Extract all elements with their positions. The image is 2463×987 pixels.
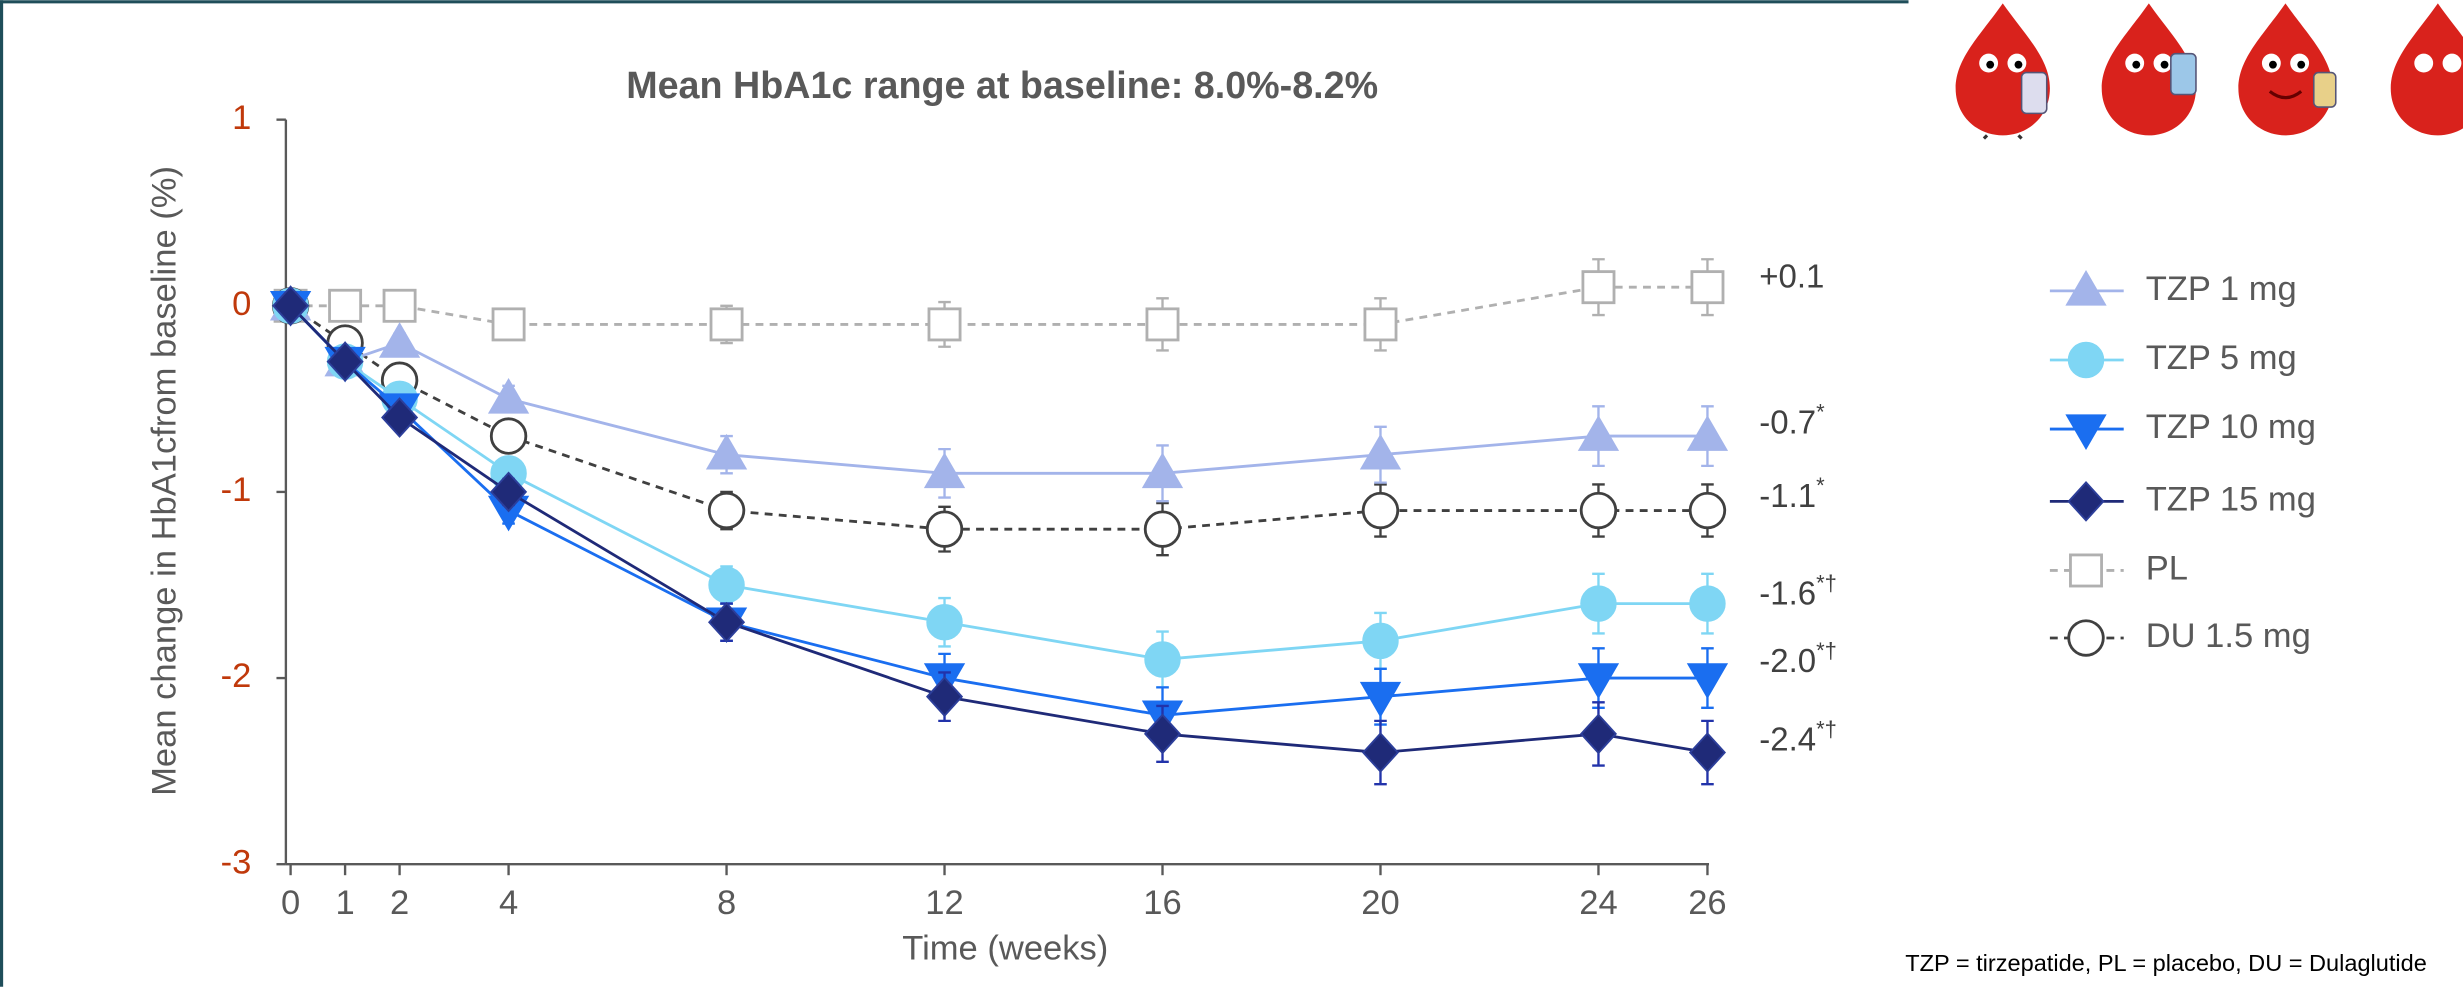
marker <box>1365 309 1396 340</box>
marker <box>490 380 528 413</box>
legend-label: PL <box>2146 550 2188 588</box>
y-tick-label: -2 <box>221 657 252 695</box>
marker <box>709 493 744 528</box>
marker <box>384 290 415 321</box>
legend-label: TZP 1 mg <box>2146 270 2297 308</box>
legend-marker <box>2069 621 2104 656</box>
marker <box>929 309 960 340</box>
marker <box>1147 309 1178 340</box>
series <box>272 287 1727 501</box>
annotation-superscript: * <box>1816 473 1825 498</box>
footnote: TZP = tirzepatide, PL = placebo, DU = Du… <box>1905 950 2427 976</box>
x-tick-label: 12 <box>925 884 963 922</box>
legend-marker <box>2070 555 2101 586</box>
marker <box>1579 664 1617 697</box>
marker <box>381 324 419 357</box>
marker <box>493 309 524 340</box>
marker <box>1690 586 1725 621</box>
marker <box>1581 493 1616 528</box>
x-tick-label: 8 <box>717 884 736 922</box>
chart-title: Mean HbA1c range at baseline: 8.0%-8.2% <box>626 64 1378 106</box>
marker <box>1581 715 1616 753</box>
marker <box>1688 664 1726 697</box>
marker <box>709 568 744 603</box>
end-annotation: -2.0*† <box>1759 638 1837 679</box>
marker <box>927 605 962 640</box>
annotation-value: -1.1 <box>1759 477 1816 514</box>
marker <box>1692 272 1723 303</box>
marker <box>1581 586 1616 621</box>
annotation-superscript: * <box>1816 399 1825 424</box>
annotation-value: -1.6 <box>1759 574 1816 611</box>
legend-label: TZP 10 mg <box>2146 408 2316 446</box>
end-annotation: -0.7* <box>1759 399 1825 440</box>
marker <box>1690 493 1725 528</box>
page: {"chart_data": { "type": "line", "title"… <box>0 0 2463 987</box>
marker <box>1363 734 1398 772</box>
annotation-superscript: *† <box>1816 717 1837 742</box>
x-tick-label: 4 <box>499 884 518 922</box>
marker <box>1688 417 1726 450</box>
end-annotation: -2.4*† <box>1759 717 1837 758</box>
annotation-value: +0.1 <box>1759 257 1824 294</box>
legend-marker <box>2069 343 2104 378</box>
annotation-superscript: *† <box>1816 570 1837 595</box>
marker <box>330 290 361 321</box>
chart: Mean HbA1c range at baseline: 8.0%-8.2% … <box>0 0 2463 987</box>
y-axis-label: Mean change in HbA1cfrom baseline (%) <box>146 166 184 796</box>
x-tick-label: 1 <box>335 884 354 922</box>
series <box>272 292 1727 743</box>
x-tick-label: 26 <box>1688 884 1726 922</box>
marker <box>1361 683 1399 716</box>
series <box>273 289 1724 556</box>
legend-marker <box>2067 415 2105 448</box>
annotation-value: -0.7 <box>1759 403 1816 440</box>
legend-marker <box>2069 482 2104 520</box>
x-tick-label: 0 <box>281 884 300 922</box>
marker <box>1583 272 1614 303</box>
series <box>273 289 1724 688</box>
marker <box>711 309 742 340</box>
marker <box>1579 417 1617 450</box>
marker <box>1143 454 1181 487</box>
x-tick-label: 2 <box>390 884 409 922</box>
annotation-value: -2.0 <box>1759 642 1816 679</box>
y-tick-label: 1 <box>232 99 251 137</box>
marker <box>927 512 962 547</box>
annotation-value: -2.4 <box>1759 720 1816 757</box>
marker <box>927 678 962 716</box>
x-tick-label: 20 <box>1361 884 1399 922</box>
y-tick-label: -1 <box>221 471 252 509</box>
marker <box>491 419 526 454</box>
end-annotation: +0.1 <box>1759 257 1824 294</box>
marker <box>1145 512 1180 547</box>
annotation-superscript: *† <box>1816 638 1837 663</box>
series <box>273 287 1724 784</box>
x-tick-label: 24 <box>1579 884 1617 922</box>
marker <box>1690 734 1725 772</box>
series <box>275 259 1723 350</box>
y-tick-label: -3 <box>221 843 252 881</box>
mascots <box>1956 3 2463 138</box>
marker <box>1145 642 1180 677</box>
end-annotation: -1.1* <box>1759 473 1825 514</box>
x-axis-label: Time (weeks) <box>902 930 1108 968</box>
marker <box>1145 715 1180 753</box>
legend-label: DU 1.5 mg <box>2146 617 2311 655</box>
marker <box>1363 493 1398 528</box>
legend-marker <box>2067 272 2105 305</box>
legend-label: TZP 5 mg <box>2146 339 2297 377</box>
y-tick-label: 0 <box>232 285 251 323</box>
marker <box>926 454 964 487</box>
marker <box>1363 624 1398 659</box>
legend-label: TZP 15 mg <box>2146 480 2316 518</box>
marker <box>1361 436 1399 469</box>
x-tick-label: 16 <box>1143 884 1181 922</box>
end-annotation: -1.6*† <box>1759 570 1837 611</box>
